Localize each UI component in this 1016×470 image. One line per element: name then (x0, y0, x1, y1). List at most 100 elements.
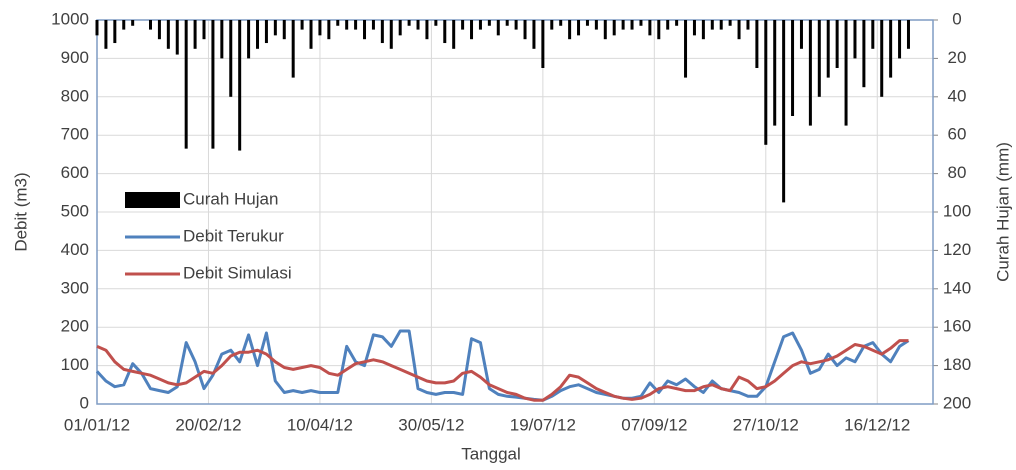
rain-bar (247, 20, 251, 59)
x-axis-title: Tanggal (461, 444, 521, 463)
x-tick-label: 10/04/12 (287, 415, 353, 434)
rain-bar (309, 20, 313, 49)
rain-bar (862, 20, 866, 88)
rain-bar (122, 20, 126, 30)
rain-bar (264, 20, 268, 44)
rain-bar (113, 20, 117, 44)
rain-bar (354, 20, 358, 30)
rain-bar (398, 20, 402, 36)
legend-swatch (125, 192, 180, 208)
y-tick-label: 1000 (51, 9, 89, 28)
y-tick-label: 200 (61, 317, 89, 336)
rain-bar (336, 20, 340, 26)
rain-bar (238, 20, 242, 151)
rain-bar (719, 20, 723, 30)
rain-bar (282, 20, 286, 40)
rain-bar (300, 20, 304, 30)
rain-bar (193, 20, 197, 49)
rain-bar (603, 20, 607, 40)
rain-bar (470, 20, 474, 40)
rain-bar (684, 20, 688, 78)
x-tick-label: 07/09/12 (621, 415, 687, 434)
rain-bar (407, 20, 411, 26)
rain-bar (568, 20, 572, 40)
rain-bar (791, 20, 795, 116)
rain-bar (229, 20, 233, 97)
y-tick-label: 400 (61, 240, 89, 259)
rain-bar (692, 20, 696, 36)
rain-bar (541, 20, 545, 68)
rain-bar (496, 20, 500, 36)
rain-bar (755, 20, 759, 68)
legend-label: Curah Hujan (183, 189, 278, 208)
y2-axis-title: Curah Hujan (mm) (993, 142, 1012, 282)
y2-tick-label: 180 (943, 355, 971, 374)
x-tick-label: 19/07/12 (510, 415, 576, 434)
y2-tick-label: 200 (943, 393, 971, 412)
rain-bar (826, 20, 830, 78)
data-line (96, 339, 909, 402)
rain-bar (898, 20, 902, 59)
rain-bar (550, 20, 554, 30)
y-tick-label: 600 (61, 163, 89, 182)
rain-bar (184, 20, 188, 149)
rain-bar (621, 20, 625, 30)
rain-bar (639, 20, 643, 26)
rain-bar (131, 20, 135, 26)
rain-bar (782, 20, 786, 203)
rain-bar (273, 20, 277, 36)
rain-bar (345, 20, 349, 30)
rain-bar (443, 20, 447, 44)
rain-bar (380, 20, 384, 44)
rain-bar (149, 20, 153, 30)
rain-bar (478, 20, 482, 30)
rain-bar (532, 20, 536, 49)
legend-label: Debit Simulasi (183, 263, 292, 282)
y-tick-label: 500 (61, 201, 89, 220)
x-tick-label: 16/12/12 (844, 415, 910, 434)
rain-bar (853, 20, 857, 59)
rain-bar (799, 20, 803, 49)
rain-bar (104, 20, 108, 49)
rain-bar (577, 20, 581, 36)
y-tick-label: 900 (61, 48, 89, 67)
rain-bar (157, 20, 161, 40)
rain-bar (452, 20, 456, 49)
rain-bar (710, 20, 714, 30)
rain-bar (523, 20, 527, 40)
rain-bar (773, 20, 777, 126)
y-tick-label: 800 (61, 86, 89, 105)
rain-bar (363, 20, 367, 40)
rain-bar (764, 20, 768, 145)
rain-bar (737, 20, 741, 40)
rain-bar (594, 20, 598, 30)
y-tick-label: 700 (61, 125, 89, 144)
rain-bar (256, 20, 260, 49)
rain-bar (166, 20, 170, 49)
rain-bar (211, 20, 215, 149)
rain-bar (889, 20, 893, 78)
rain-bar (657, 20, 661, 40)
rain-bar (514, 20, 518, 30)
y2-tick-label: 20 (948, 48, 967, 67)
rain-bar (880, 20, 884, 97)
rain-bar (612, 20, 616, 36)
rain-bar (835, 20, 839, 68)
rain-bar (416, 20, 420, 30)
rain-bar (844, 20, 848, 126)
rain-bar (220, 20, 224, 59)
rain-bar (291, 20, 295, 78)
rain-bar (728, 20, 732, 26)
rain-bar (630, 20, 634, 30)
rain-bar (389, 20, 393, 49)
rain-bar (175, 20, 179, 55)
data-line (95, 329, 910, 402)
rain-bar (808, 20, 812, 126)
rain-bar (666, 20, 670, 30)
rain-bar (371, 20, 375, 30)
rain-bar (434, 20, 438, 26)
x-tick-label: 20/02/12 (175, 415, 241, 434)
y2-tick-label: 160 (943, 317, 971, 336)
x-tick-label: 27/10/12 (733, 415, 799, 434)
